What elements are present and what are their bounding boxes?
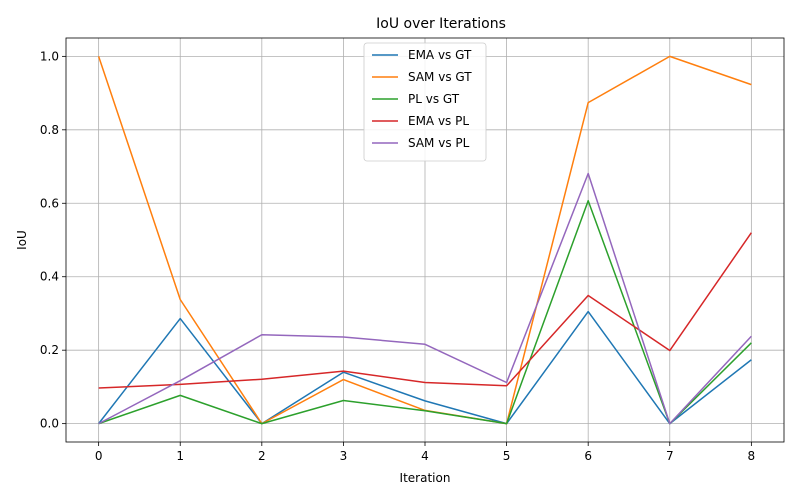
legend-label-sam-vs-pl: SAM vs PL (408, 136, 470, 150)
chart-title: IoU over Iterations (376, 16, 506, 32)
y-tick-label: 0.2 (40, 343, 59, 357)
legend-label-pl-vs-gt: PL vs GT (408, 92, 460, 106)
series-line-pl-vs-gt (98, 199, 752, 425)
legend-box (363, 42, 487, 162)
x-tick-label: 1 (176, 449, 184, 463)
series-line-sam-vs-pl (98, 172, 752, 425)
y-tick-label: 0.4 (40, 270, 59, 284)
legend-label-ema-vs-pl: EMA vs PL (408, 114, 469, 128)
y-tick-label: 0.0 (40, 417, 59, 431)
legend: EMA vs GT SAM vs GT PL vs GT EMA vs PL SAM v… (363, 42, 487, 162)
x-axis-title: Iteration (400, 471, 451, 485)
x-axis-ticks: 0 1 2 3 4 5 6 7 8 (95, 442, 755, 463)
x-tick-label: 8 (748, 449, 756, 463)
legend-label-sam-vs-gt: SAM vs GT (408, 70, 472, 84)
legend-label-ema-vs-gt: EMA vs GT (408, 48, 472, 62)
y-tick-label: 1.0 (40, 49, 59, 63)
y-axis-ticks: 0.0 0.2 0.4 0.6 0.8 1.0 (40, 49, 66, 431)
series-line-ema-vs-pl (98, 232, 752, 389)
y-tick-label: 0.8 (40, 123, 59, 137)
x-tick-label: 4 (421, 449, 429, 463)
y-tick-label: 0.6 (40, 196, 59, 210)
x-tick-label: 2 (258, 449, 266, 463)
series-line-ema-vs-gt (98, 310, 752, 425)
x-tick-label: 7 (666, 449, 674, 463)
x-tick-label: 5 (503, 449, 511, 463)
x-tick-label: 3 (340, 449, 348, 463)
y-axis-title: IoU (15, 230, 29, 250)
series-group (97, 55, 752, 425)
x-tick-label: 6 (584, 449, 592, 463)
x-tick-label: 0 (95, 449, 103, 463)
